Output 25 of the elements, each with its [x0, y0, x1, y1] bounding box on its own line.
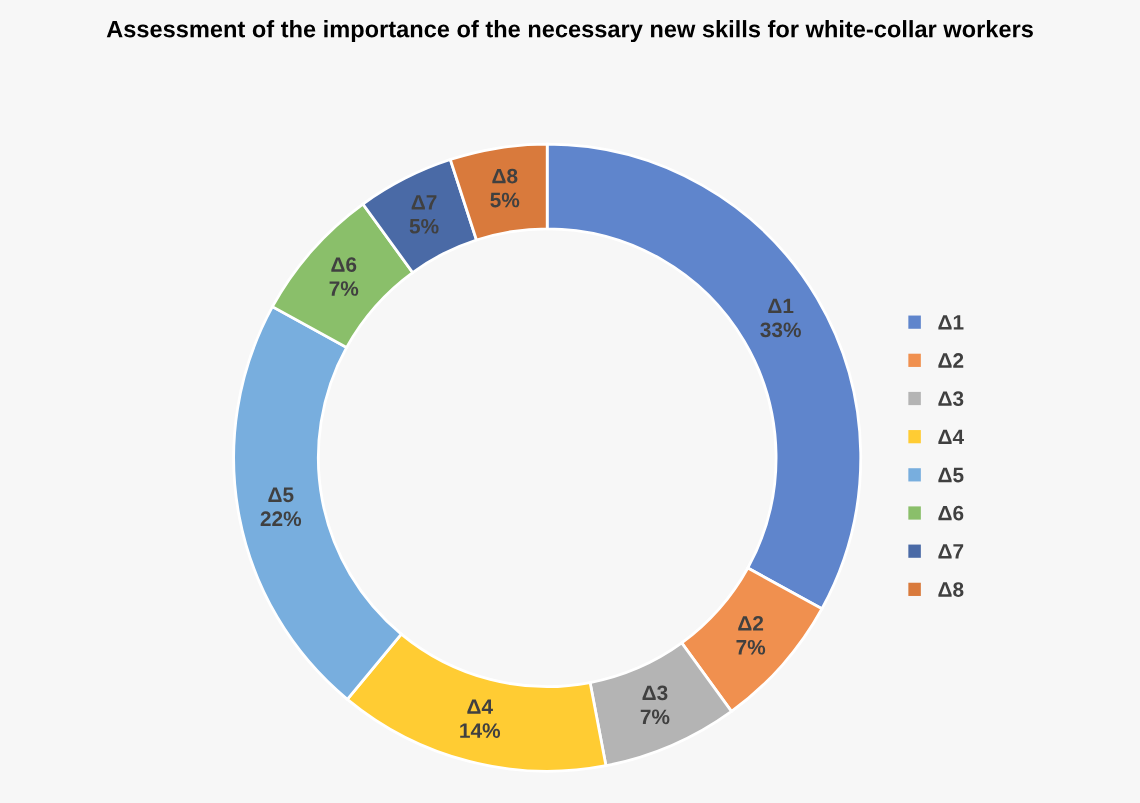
data-label: 7% — [736, 639, 766, 655]
chart-title: Assessment of the importance of the necessary new skills for white-collar workers — [106, 20, 1033, 43]
data-label: 5% — [409, 218, 439, 234]
data-label: 7% — [640, 709, 670, 725]
slice-label: Δ6 — [331, 257, 357, 272]
legend-label: Δ2 — [938, 353, 964, 368]
data-label: 5% — [490, 192, 520, 208]
legend-label: Δ5 — [938, 467, 964, 483]
data-label: 22% — [260, 511, 302, 527]
data-label: 7% — [329, 281, 359, 296]
slice-label: Δ4 — [467, 699, 493, 714]
legend-label: Δ1 — [938, 315, 964, 330]
slice-label: Δ5 — [268, 487, 294, 503]
legend-label: Δ4 — [938, 429, 964, 445]
slice-label: Δ1 — [768, 298, 794, 314]
slice-label: Δ3 — [642, 685, 668, 701]
legend-label: Δ3 — [938, 391, 964, 407]
legend-label: Δ6 — [938, 505, 964, 521]
slice-label: Δ2 — [738, 615, 764, 631]
slice-label: Δ8 — [492, 168, 518, 184]
data-label: 14% — [460, 723, 501, 738]
slice-label: Δ7 — [411, 195, 437, 210]
data-label: 33% — [760, 322, 801, 338]
legend-label: Δ8 — [938, 582, 964, 597]
legend-label: Δ7 — [938, 544, 964, 559]
